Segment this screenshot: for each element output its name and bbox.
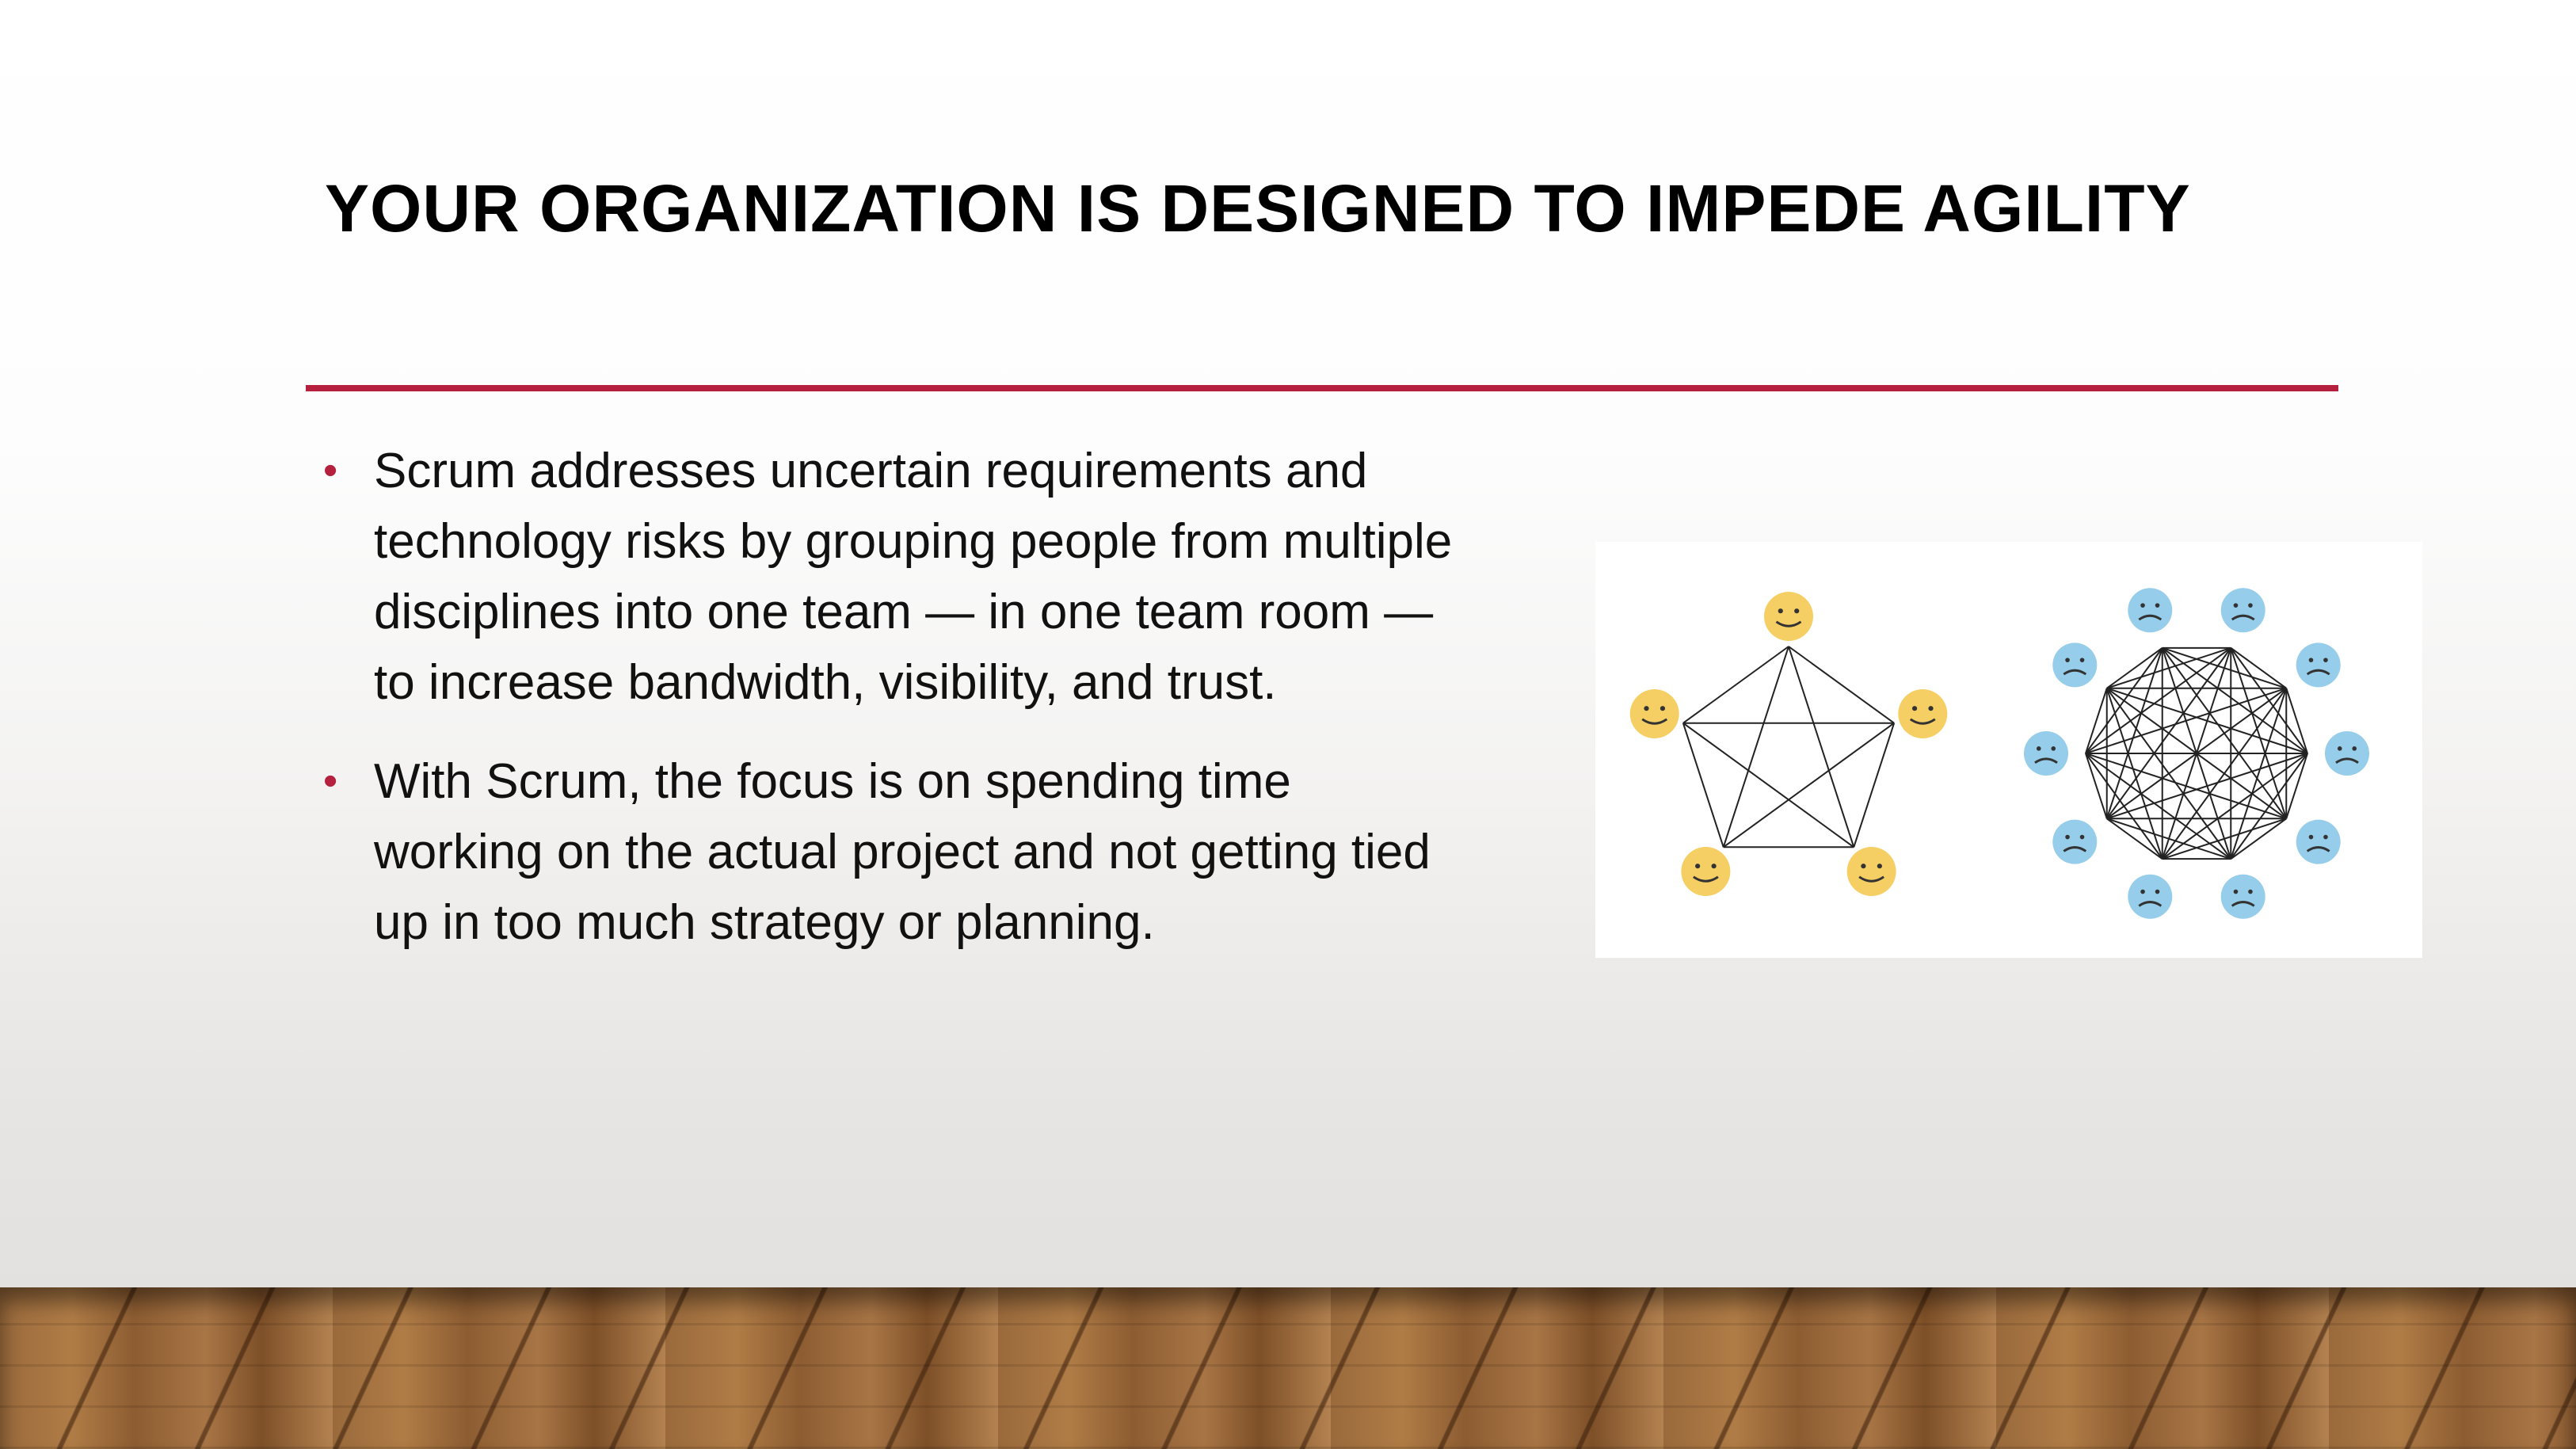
communication-line bbox=[1683, 646, 1789, 723]
bullet-line: With Scrum, the focus is on spending tim… bbox=[374, 754, 1291, 809]
sad-face-icon bbox=[2052, 820, 2097, 864]
bullet-line: Scrum addresses uncertain requirements a… bbox=[374, 444, 1367, 498]
happy-face-icon bbox=[1681, 847, 1730, 896]
happy-face-icon bbox=[1630, 689, 1679, 738]
communication-line bbox=[2163, 648, 2287, 818]
communication-line bbox=[2107, 648, 2163, 688]
communication-line bbox=[2231, 648, 2286, 688]
team-communication-figure bbox=[1595, 542, 2422, 958]
communication-line bbox=[2286, 688, 2307, 753]
sad-face-icon bbox=[2024, 731, 2068, 776]
bullet-line: technology risks by grouping people from… bbox=[374, 514, 1452, 569]
sad-face-icon bbox=[2128, 588, 2172, 632]
communication-line bbox=[1683, 723, 1854, 848]
communication-line bbox=[2107, 688, 2307, 753]
sad-face-icon bbox=[2296, 820, 2341, 864]
team-network-diagram bbox=[1595, 542, 2422, 958]
slide-title: YOUR ORGANIZATION IS DESIGNED TO IMPEDE … bbox=[325, 170, 2305, 247]
sad-face-icon bbox=[2325, 731, 2369, 776]
sad-face-icon bbox=[2221, 875, 2265, 919]
bullet-marker: • bbox=[323, 746, 337, 817]
happy-face-icon bbox=[1764, 592, 1813, 641]
communication-line bbox=[2086, 648, 2163, 753]
communication-line bbox=[2231, 818, 2286, 859]
bullet-list: • Scrum addresses uncertain requirements… bbox=[323, 436, 1488, 986]
communication-line bbox=[1854, 723, 1894, 848]
happy-face-icon bbox=[1847, 847, 1896, 896]
communication-line bbox=[2107, 818, 2231, 859]
sad-face-icon bbox=[2221, 588, 2265, 632]
bullet-line: working on the actual project and not ge… bbox=[374, 825, 1431, 879]
bullet-line: to increase bandwidth, visibility, and t… bbox=[374, 655, 1277, 710]
communication-line bbox=[2286, 753, 2307, 818]
communication-line bbox=[2086, 753, 2107, 818]
large-team-network bbox=[2024, 588, 2369, 918]
bullet-line: disciplines into one team — in one team … bbox=[374, 585, 1433, 639]
communication-line bbox=[1789, 646, 1854, 847]
communication-line bbox=[2086, 753, 2163, 859]
sad-face-icon bbox=[2296, 643, 2341, 687]
communication-line bbox=[2107, 688, 2231, 859]
title-divider bbox=[306, 385, 2338, 391]
communication-line bbox=[1724, 646, 1789, 847]
communication-line bbox=[2107, 818, 2163, 859]
wood-floor-decoration bbox=[0, 1287, 2576, 1449]
sad-face-icon bbox=[2052, 643, 2097, 687]
communication-line bbox=[1683, 723, 1724, 848]
bullet-item: • Scrum addresses uncertain requirements… bbox=[323, 436, 1488, 718]
communication-line bbox=[2163, 648, 2287, 688]
communication-line bbox=[2086, 753, 2286, 818]
communication-line bbox=[2107, 648, 2163, 818]
sad-face-icon bbox=[2128, 875, 2172, 919]
communication-line bbox=[1789, 646, 1894, 723]
happy-face-icon bbox=[1898, 689, 1947, 738]
bullet-marker: • bbox=[323, 436, 337, 506]
communication-line bbox=[1724, 723, 1894, 848]
communication-line bbox=[2086, 688, 2107, 753]
bullet-item: • With Scrum, the focus is on spending t… bbox=[323, 746, 1488, 958]
bullet-line: up in too much strategy or planning. bbox=[374, 895, 1155, 950]
small-team-network bbox=[1630, 592, 1948, 896]
